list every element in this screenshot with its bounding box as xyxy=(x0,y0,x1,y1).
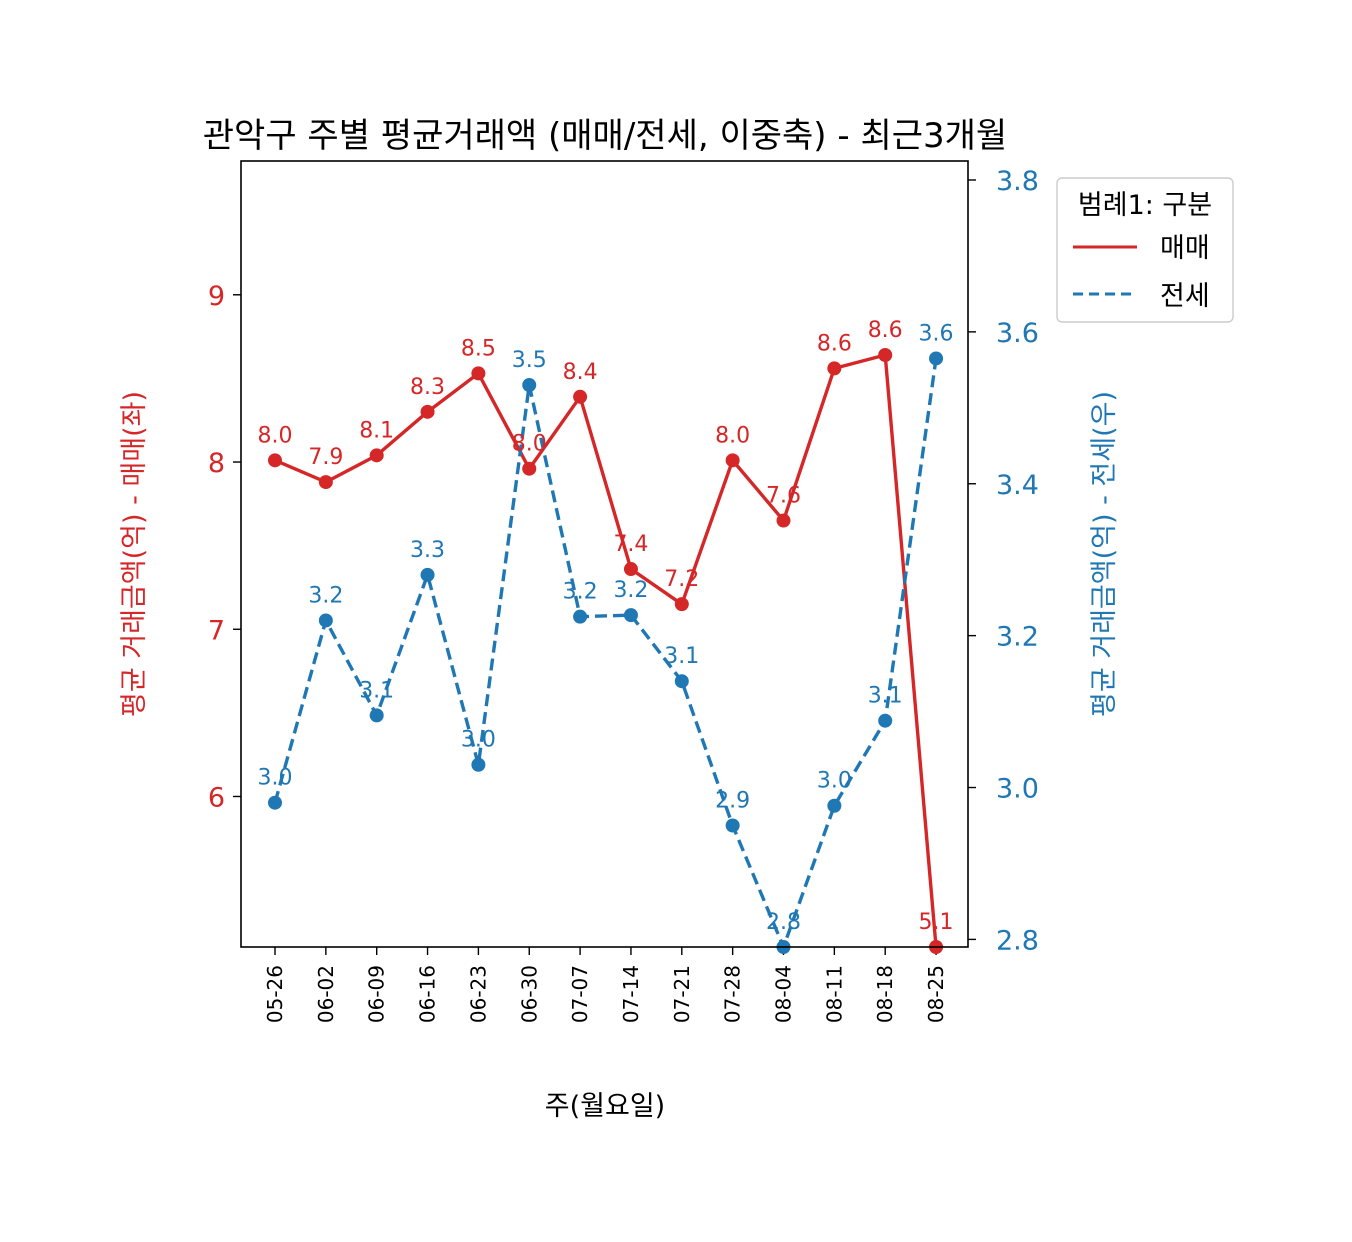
data-label-jeonse: 3.2 xyxy=(563,580,598,605)
legend-box xyxy=(1056,177,1234,323)
data-point-jeonse xyxy=(725,818,740,833)
data-label-sale: 7.4 xyxy=(613,532,648,557)
data-point-sale xyxy=(776,513,791,528)
data-label-sale: 8.0 xyxy=(258,423,293,448)
right-y-tick-label: 3.6 xyxy=(996,318,1039,349)
data-label-sale: 8.6 xyxy=(817,331,852,356)
data-label-sale: 8.0 xyxy=(512,432,547,457)
data-point-sale xyxy=(878,347,893,362)
data-point-jeonse xyxy=(471,757,486,772)
data-label-sale: 8.5 xyxy=(461,336,496,361)
data-point-jeonse xyxy=(573,609,588,624)
data-label-jeonse: 3.2 xyxy=(308,583,343,608)
data-point-jeonse xyxy=(674,674,689,689)
right-y-tick-label: 3.0 xyxy=(996,774,1039,805)
data-label-sale: 8.1 xyxy=(359,418,394,443)
data-point-jeonse xyxy=(827,798,842,813)
left-y-tick-label: 9 xyxy=(208,281,225,312)
right-y-tick-label: 2.8 xyxy=(996,925,1039,956)
x-tick-label: 06-02 xyxy=(314,965,338,1023)
plot-area: 8.0 7.9 8.1 8.3 8.5 8.0 8.4 7.4 7.2 8.0 7.6 8.6 8.6 5… xyxy=(258,318,954,954)
data-point-sale xyxy=(369,448,384,463)
data-label-jeonse: 3.2 xyxy=(613,578,648,603)
data-label-jeonse: 3.5 xyxy=(512,348,547,373)
data-label-jeonse: 3.0 xyxy=(258,766,293,791)
legend-title: 범례1: 구분 xyxy=(1078,190,1212,221)
data-point-jeonse xyxy=(929,351,944,366)
data-point-jeonse xyxy=(318,613,333,628)
data-label-sale: 5.1 xyxy=(919,910,954,935)
series-layer xyxy=(268,347,944,954)
x-axis-title: 주(월요일) xyxy=(545,1091,665,1122)
right-y-axis-title: 평균 거래금액(억) - 전세(우) xyxy=(1089,391,1120,717)
x-tick-label: 06-30 xyxy=(517,965,541,1023)
legend-label-jeonse: 전세 xyxy=(1160,281,1210,312)
data-label-jeonse: 3.1 xyxy=(868,684,903,709)
series-line-jeonse xyxy=(273,358,938,949)
data-label-jeonse: 2.8 xyxy=(766,910,801,935)
right-y-tick-label: 3.8 xyxy=(996,166,1039,197)
x-tick-label: 07-28 xyxy=(721,965,745,1023)
x-tick-label: 08-04 xyxy=(772,965,796,1023)
data-point-jeonse xyxy=(268,795,282,810)
data-point-sale xyxy=(827,361,842,376)
data-point-sale xyxy=(725,453,740,468)
data-point-sale xyxy=(623,562,638,577)
plot-frame xyxy=(240,160,969,948)
data-label-sale: 7.9 xyxy=(308,445,343,470)
x-tick-label: 06-16 xyxy=(416,965,440,1023)
x-tick-label: 08-18 xyxy=(873,965,897,1023)
x-tick-label: 08-25 xyxy=(924,965,948,1023)
data-label-jeonse: 3.1 xyxy=(359,678,394,703)
data-point-sale xyxy=(318,475,333,490)
x-tick-label: 07-14 xyxy=(619,965,643,1023)
left-y-tick-label: 6 xyxy=(208,782,225,813)
data-label-jeonse: 3.1 xyxy=(664,644,699,669)
data-point-jeonse xyxy=(369,708,384,723)
data-point-sale xyxy=(268,453,282,468)
data-label-sale: 8.4 xyxy=(563,360,598,385)
left-y-axis: 6 7 8 9 xyxy=(208,281,241,813)
data-label-jeonse: 3.3 xyxy=(410,538,445,563)
left-y-axis-title: 평균 거래금액(억) - 매매(좌) xyxy=(119,391,150,717)
data-label-sale: 8.3 xyxy=(410,375,445,400)
right-y-axis: 2.8 3.0 3.2 3.4 3.6 3.8 xyxy=(968,166,1039,956)
data-point-sale xyxy=(522,461,537,476)
right-y-tick-label: 3.2 xyxy=(996,622,1039,653)
data-point-jeonse xyxy=(522,378,537,393)
data-label-sale: 7.6 xyxy=(766,484,801,509)
data-point-sale xyxy=(420,404,435,419)
left-y-tick-label: 7 xyxy=(208,615,225,646)
left-y-tick-label: 8 xyxy=(208,448,225,479)
legend: 범례1: 구분 매매 전세 xyxy=(1056,177,1234,323)
legend-label-sale: 매매 xyxy=(1160,233,1210,264)
x-tick-label: 07-07 xyxy=(568,965,592,1023)
x-tick-label: 06-23 xyxy=(466,965,490,1023)
data-label-jeonse: 2.9 xyxy=(715,788,750,813)
x-tick-label: 07-21 xyxy=(670,965,694,1023)
data-point-jeonse xyxy=(878,713,893,728)
data-label-sale: 8.6 xyxy=(868,318,903,343)
data-label-sale: 7.2 xyxy=(664,567,699,592)
x-tick-label: 08-11 xyxy=(822,965,846,1023)
data-label-jeonse: 3.6 xyxy=(919,321,954,346)
data-point-sale xyxy=(674,597,689,612)
data-label-layer: 8.0 7.9 8.1 8.3 8.5 8.0 8.4 7.4 7.2 8.0 7.6 8.6 8.6 5… xyxy=(258,318,954,935)
data-point-sale xyxy=(573,389,588,404)
x-tick-label: 05-26 xyxy=(263,965,287,1023)
data-point-sale xyxy=(471,366,486,381)
data-point-jeonse xyxy=(623,608,638,623)
data-label-jeonse: 3.0 xyxy=(461,728,496,753)
chart-title: 관악구 주별 평균거래액 (매매/전세, 이중축) - 최근3개월 xyxy=(203,116,1007,156)
data-point-jeonse xyxy=(420,567,435,582)
x-axis: 05-26 06-02 06-09 06-16 06-23 06-30 07-07 07-14… xyxy=(263,947,948,1023)
series-line-sale xyxy=(274,353,938,948)
x-tick-label: 06-09 xyxy=(365,965,389,1023)
data-label-sale: 8.0 xyxy=(715,423,750,448)
data-label-jeonse: 3.0 xyxy=(817,769,852,794)
right-y-tick-label: 3.4 xyxy=(996,470,1039,501)
